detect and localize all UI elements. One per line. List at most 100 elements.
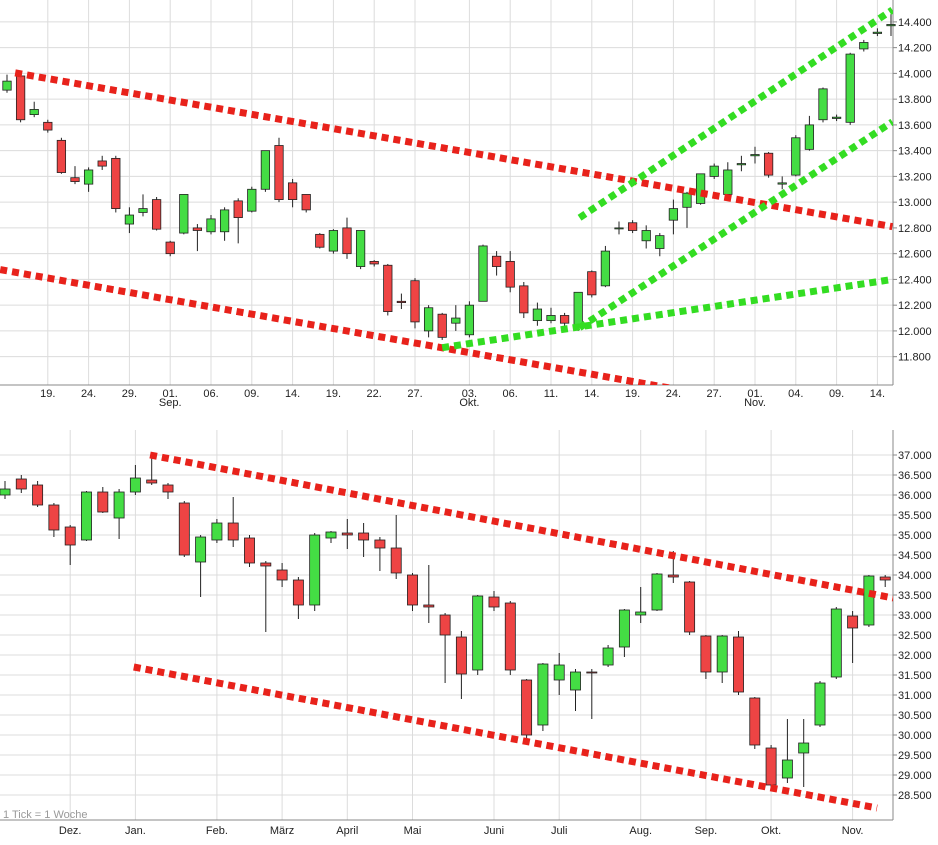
candle-body xyxy=(804,124,815,150)
y-tick-label: 13.000 xyxy=(898,197,932,209)
candle-body xyxy=(618,609,630,648)
candle-body xyxy=(423,604,435,608)
x-tick-label: April xyxy=(336,825,358,837)
x-tick-label: Nov. xyxy=(842,825,864,837)
y-tick-label: 30.500 xyxy=(898,710,932,722)
y-tick-label: 31.000 xyxy=(898,690,932,702)
y-tick-label: 13.600 xyxy=(898,120,932,132)
candle-body xyxy=(369,260,379,265)
candle-body xyxy=(111,157,121,209)
candle-body xyxy=(504,602,516,671)
candle-body xyxy=(15,478,27,490)
x-tick-label: 24. xyxy=(81,388,96,400)
x-tick-label: Mai xyxy=(404,825,422,837)
candle-body xyxy=(178,502,190,556)
candle-body xyxy=(451,317,461,324)
x-tick-label: 14. xyxy=(584,388,599,400)
candle-body xyxy=(374,539,386,549)
candle-body xyxy=(723,169,733,195)
x-tick-label: 29. xyxy=(122,388,137,400)
candle-body xyxy=(614,227,624,230)
candle-body xyxy=(151,199,162,230)
candle-body xyxy=(396,300,407,303)
candle-body xyxy=(162,484,174,493)
candle-body xyxy=(519,285,529,314)
candle-body xyxy=(700,635,712,673)
candle-body xyxy=(553,664,565,681)
x-tick-label: Aug. xyxy=(629,825,652,837)
candle-body xyxy=(586,671,598,674)
candle-body xyxy=(532,308,543,322)
y-tick-label: 34.000 xyxy=(898,570,932,582)
candle-body xyxy=(733,636,744,693)
x-tick-label: Juli xyxy=(551,825,568,837)
trendlines xyxy=(133,451,893,812)
trendline xyxy=(441,275,893,352)
x-tick-label: Sep. xyxy=(695,825,718,837)
candle-body xyxy=(64,526,76,546)
candle-body xyxy=(472,595,484,671)
candle-body xyxy=(138,208,148,213)
x-tick-label: Dez. xyxy=(59,825,82,837)
candle-body xyxy=(358,532,370,541)
x-tick-label: 24. xyxy=(666,388,681,400)
candle-body xyxy=(325,531,337,539)
x-tick-label: März xyxy=(270,825,294,837)
candle-body xyxy=(749,697,761,746)
candle-body xyxy=(292,579,304,606)
candle-body xyxy=(355,230,366,267)
candle-body xyxy=(287,182,298,200)
y-tick-label: 36.000 xyxy=(898,490,932,502)
candle-body xyxy=(383,264,393,313)
candle-body xyxy=(570,671,581,691)
x-tick-label: 19. xyxy=(326,388,341,400)
candle-body xyxy=(627,222,638,231)
candle-body xyxy=(845,53,855,123)
candle-body xyxy=(814,682,826,726)
candle-body xyxy=(879,576,891,581)
y-tick-label: 29.500 xyxy=(898,750,932,762)
x-tick-sublabel: Sep. xyxy=(159,397,182,409)
candle-body xyxy=(124,214,135,225)
y-tick-label: 31.500 xyxy=(898,670,932,682)
candle-body xyxy=(244,537,255,564)
candle-body xyxy=(559,315,570,324)
y-tick-label: 35.500 xyxy=(898,510,932,522)
candle-body xyxy=(798,742,810,754)
y-tick-label: 12.200 xyxy=(898,300,932,312)
candle-body xyxy=(97,491,109,513)
candle-body xyxy=(309,534,321,606)
candle-body xyxy=(635,611,647,616)
candle-body xyxy=(682,192,692,208)
candle-body xyxy=(247,188,257,212)
candle-body xyxy=(491,255,502,267)
trendline xyxy=(577,6,893,221)
x-tick-label: 14. xyxy=(870,388,885,400)
y-tick-label: 13.400 xyxy=(898,146,932,158)
candle-body xyxy=(736,163,747,166)
y-tick-label: 11.800 xyxy=(898,352,931,364)
candle-body xyxy=(437,313,447,338)
candle-body xyxy=(227,522,239,541)
y-tick-label: 33.500 xyxy=(898,590,932,602)
trendline xyxy=(14,69,893,231)
candle-body xyxy=(602,647,614,666)
x-tick-label: 09. xyxy=(244,388,259,400)
x-tick-label: 27. xyxy=(407,388,422,400)
y-tick-label: 13.200 xyxy=(898,171,932,183)
x-tick-label: 22. xyxy=(367,388,382,400)
candle-body xyxy=(260,562,272,567)
candle-body xyxy=(29,109,39,115)
x-tick-label: 01. xyxy=(747,388,762,400)
x-tick-label: 06. xyxy=(203,388,218,400)
candle-body xyxy=(195,536,207,563)
y-tick-label: 12.000 xyxy=(898,326,932,338)
x-tick-label: 19. xyxy=(625,388,640,400)
y-tick-label: 12.600 xyxy=(898,249,932,261)
x-tick-label: 03. xyxy=(462,388,477,400)
candle-body xyxy=(146,479,158,484)
candle-body xyxy=(113,491,125,519)
x-tick-sublabel: Nov. xyxy=(744,397,766,409)
candle-body xyxy=(179,194,189,234)
candle-body xyxy=(818,88,828,121)
